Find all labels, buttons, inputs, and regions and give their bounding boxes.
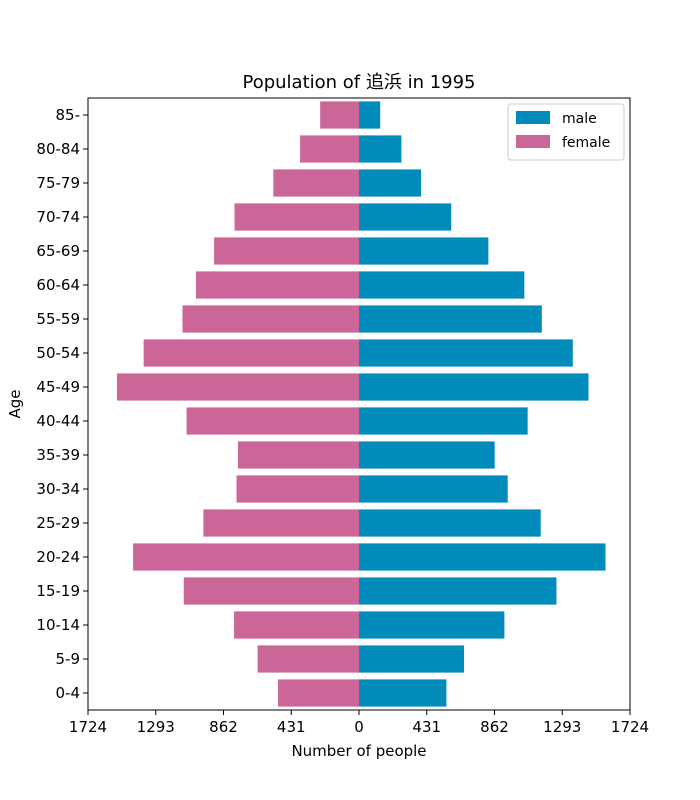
- legend-swatch-female: [516, 135, 550, 148]
- x-tick-label: 1724: [69, 718, 107, 736]
- bar-female-30-34: [236, 475, 359, 503]
- y-tick-label: 60-64: [36, 276, 80, 294]
- bar-male-25-29: [359, 509, 541, 537]
- x-tick-label: 431: [277, 718, 306, 736]
- y-tick-label: 0-4: [56, 684, 81, 702]
- y-tick-label: 40-44: [36, 412, 80, 430]
- bar-male-80-84: [359, 135, 402, 163]
- y-tick-label: 55-59: [36, 310, 80, 328]
- bar-female-80-84: [300, 135, 359, 163]
- y-tick-label: 50-54: [36, 344, 80, 362]
- x-tick-label: 431: [412, 718, 441, 736]
- y-axis-label: Age: [6, 389, 24, 418]
- bar-male-5-9: [359, 645, 465, 673]
- bar-female-0-4: [278, 679, 359, 707]
- bar-female-65-69: [214, 237, 359, 265]
- x-tick-label: 862: [480, 718, 509, 736]
- bar-male-55-59: [359, 305, 542, 333]
- bar-male-35-39: [359, 441, 495, 469]
- y-tick-label: 70-74: [36, 208, 80, 226]
- y-tick-label: 45-49: [36, 378, 80, 396]
- bar-female-5-9: [257, 645, 359, 673]
- legend-swatch-male: [516, 111, 550, 124]
- bar-male-30-34: [359, 475, 508, 503]
- legend: male female: [507, 103, 625, 161]
- y-tick-label: 35-39: [36, 446, 80, 464]
- x-axis-ticks: 1724 1293 862 431 0 431 862 1293 1724: [69, 710, 649, 736]
- bar-male-50-54: [359, 339, 573, 367]
- bar-male-70-74: [359, 203, 452, 231]
- bar-male-0-4: [359, 679, 447, 707]
- y-tick-label: 25-29: [36, 514, 80, 532]
- bar-female-25-29: [203, 509, 359, 537]
- bar-male-40-44: [359, 407, 528, 435]
- bar-male-10-14: [359, 611, 505, 639]
- y-tick-label: 85-: [56, 106, 81, 124]
- bar-female-45-49: [116, 373, 359, 401]
- legend-label-male: male: [562, 111, 597, 127]
- bars-group: [116, 101, 606, 707]
- bar-male-65-69: [359, 237, 489, 265]
- x-tick-label: 862: [209, 718, 238, 736]
- y-tick-label: 15-19: [36, 582, 80, 600]
- y-tick-label: 65-69: [36, 242, 80, 260]
- bar-female-85-: [320, 101, 359, 129]
- x-axis-label: Number of people: [291, 742, 426, 760]
- bar-female-40-44: [186, 407, 359, 435]
- bar-female-70-74: [234, 203, 359, 231]
- bar-female-75-79: [273, 169, 359, 197]
- y-axis-ticks: 0-4 5-9 10-14 15-19 20-24 25-29 30-34 35-39 40-4…: [36, 106, 88, 702]
- bar-female-20-24: [133, 543, 359, 571]
- bar-female-60-64: [195, 271, 359, 299]
- bar-female-15-19: [183, 577, 359, 605]
- bar-male-20-24: [359, 543, 606, 571]
- bar-male-45-49: [359, 373, 589, 401]
- bar-male-60-64: [359, 271, 525, 299]
- legend-label-female: female: [562, 135, 610, 151]
- bar-male-85-: [359, 101, 381, 129]
- y-tick-label: 5-9: [56, 650, 81, 668]
- bar-female-55-59: [182, 305, 359, 333]
- bar-male-15-19: [359, 577, 557, 605]
- x-tick-label: 1293: [543, 718, 581, 736]
- x-tick-label: 1724: [611, 718, 649, 736]
- y-tick-label: 30-34: [36, 480, 80, 498]
- x-tick-label: 1293: [137, 718, 175, 736]
- y-tick-label: 80-84: [36, 140, 80, 158]
- bar-male-75-79: [359, 169, 422, 197]
- x-tick-label: 0: [354, 718, 364, 736]
- y-tick-label: 75-79: [36, 174, 80, 192]
- chart-title: Population of 追浜 in 1995: [242, 72, 475, 93]
- bar-female-35-39: [237, 441, 359, 469]
- bar-female-50-54: [143, 339, 359, 367]
- y-tick-label: 20-24: [36, 548, 80, 566]
- bar-female-10-14: [234, 611, 359, 639]
- y-tick-label: 10-14: [36, 616, 80, 634]
